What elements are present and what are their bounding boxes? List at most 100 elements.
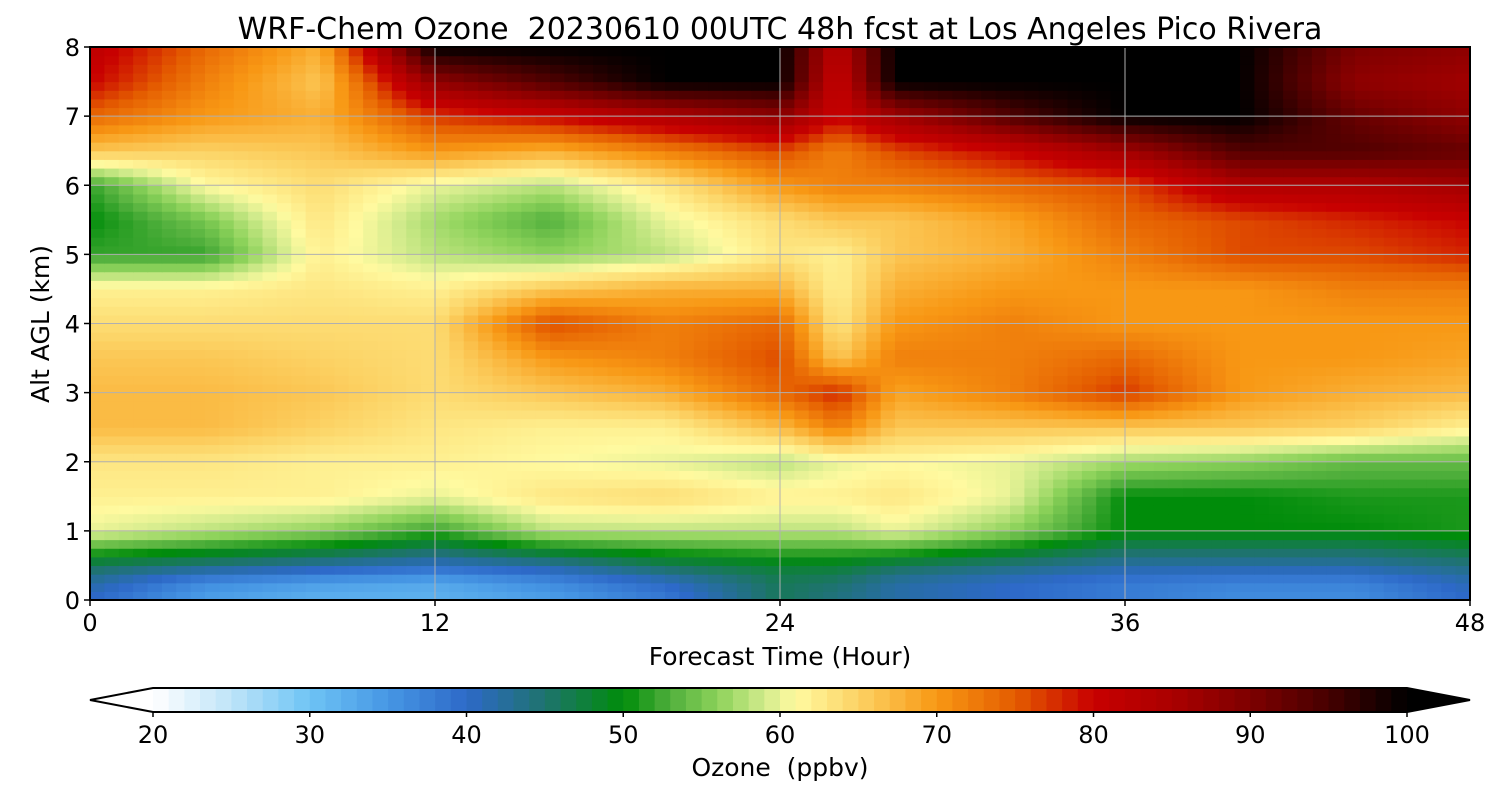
heatmap-cell — [161, 496, 177, 506]
heatmap-cell — [320, 513, 335, 523]
heatmap-cell — [1024, 297, 1040, 307]
heatmap-cell — [736, 401, 752, 411]
heatmap-cell — [636, 530, 652, 541]
heatmap-cell — [535, 375, 551, 385]
heatmap-cell — [1426, 565, 1442, 575]
heatmap-cell — [808, 582, 824, 592]
heatmap-cell — [938, 271, 954, 281]
heatmap-cell — [1168, 271, 1184, 281]
heatmap-cell — [636, 176, 652, 186]
heatmap-cell — [1311, 263, 1327, 273]
heatmap-cell — [348, 453, 364, 463]
heatmap-cell — [693, 487, 709, 497]
heatmap-cell — [823, 366, 839, 376]
heatmap-cell — [866, 193, 882, 204]
heatmap-cell — [593, 556, 609, 567]
heatmap-cell — [420, 202, 436, 212]
heatmap-cell — [966, 202, 982, 212]
heatmap-cell — [794, 306, 810, 316]
heatmap-cell — [305, 314, 321, 325]
heatmap-cell — [1383, 314, 1399, 325]
heatmap-cell — [550, 323, 565, 333]
heatmap-cell — [722, 375, 738, 385]
heatmap-cell — [722, 185, 738, 195]
heatmap-cell — [248, 461, 264, 471]
heatmap-cell — [1254, 159, 1270, 169]
heatmap-cell — [679, 453, 695, 463]
heatmap-cell — [1182, 228, 1198, 238]
heatmap-cell — [1455, 375, 1470, 385]
heatmap-cell — [1024, 435, 1040, 446]
heatmap-cell — [550, 401, 565, 411]
heatmap-cell — [1110, 582, 1126, 592]
heatmap-cell — [1283, 539, 1299, 549]
heatmap-cell — [564, 167, 580, 178]
heatmap-cell — [808, 427, 824, 437]
heatmap-cell — [693, 349, 709, 359]
heatmap-cell — [248, 358, 264, 368]
heatmap-cell — [880, 539, 896, 549]
heatmap-cell — [133, 565, 149, 575]
heatmap-cell — [923, 159, 939, 169]
heatmap-cell — [780, 237, 795, 247]
heatmap-cell — [377, 383, 393, 394]
heatmap-cell — [1254, 375, 1270, 385]
heatmap-cell — [564, 409, 580, 420]
heatmap-cell — [291, 409, 307, 420]
heatmap-cell — [1426, 323, 1442, 333]
heatmap-cell — [1326, 237, 1342, 247]
heatmap-cell — [1297, 237, 1313, 247]
heatmap-cell — [1125, 263, 1140, 273]
heatmap-cell — [621, 591, 637, 600]
heatmap-cell — [1139, 574, 1155, 584]
heatmap-cell — [966, 306, 982, 316]
heatmap-cell — [650, 435, 666, 446]
heatmap-cell — [1240, 504, 1255, 515]
heatmap-cell — [1067, 280, 1083, 290]
heatmap-cell — [348, 176, 364, 186]
heatmap-cell — [334, 435, 350, 446]
heatmap-cell — [938, 383, 954, 394]
heatmap-cell — [607, 409, 623, 420]
heatmap-cell — [1125, 358, 1140, 368]
heatmap-cell — [1383, 332, 1399, 342]
heatmap-cell — [1182, 323, 1198, 333]
heatmap-cell — [851, 392, 867, 402]
heatmap-cell — [1326, 392, 1342, 402]
heatmap-cell — [276, 193, 292, 204]
heatmap-cell — [521, 280, 537, 290]
heatmap-cell — [1268, 383, 1284, 394]
heatmap-cell — [1211, 297, 1227, 307]
heatmap-cell — [1139, 193, 1155, 204]
heatmap-cell — [665, 444, 680, 454]
heatmap-cell — [1268, 314, 1284, 325]
heatmap-cell — [506, 193, 522, 204]
heatmap-cell — [449, 504, 465, 515]
heatmap-cell — [895, 548, 910, 558]
heatmap-cell — [406, 150, 422, 160]
heatmap-cell — [1081, 159, 1097, 169]
heatmap-cell — [320, 496, 335, 506]
heatmap-cell — [1311, 513, 1327, 523]
heatmap-cell — [305, 504, 321, 515]
heatmap-cell — [1067, 314, 1083, 325]
heatmap-cell — [276, 167, 292, 178]
heatmap-cell — [1053, 435, 1069, 446]
heatmap-cell — [909, 427, 925, 437]
heatmap-cell — [1096, 176, 1112, 186]
heatmap-cell — [1139, 306, 1155, 316]
heatmap-cell — [679, 470, 695, 480]
heatmap-cell — [1067, 453, 1083, 463]
heatmap-cell — [320, 332, 335, 342]
heatmap-cell — [334, 349, 350, 359]
heatmap-cell — [1153, 237, 1169, 247]
heatmap-cell — [923, 314, 939, 325]
heatmap-cell — [133, 332, 149, 342]
heatmap-cell — [233, 461, 249, 471]
heatmap-cell — [1340, 418, 1356, 428]
heatmap-cell — [794, 418, 810, 428]
heatmap-cell — [435, 280, 450, 290]
heatmap-cell — [1398, 263, 1414, 273]
heatmap-cell — [291, 219, 307, 230]
